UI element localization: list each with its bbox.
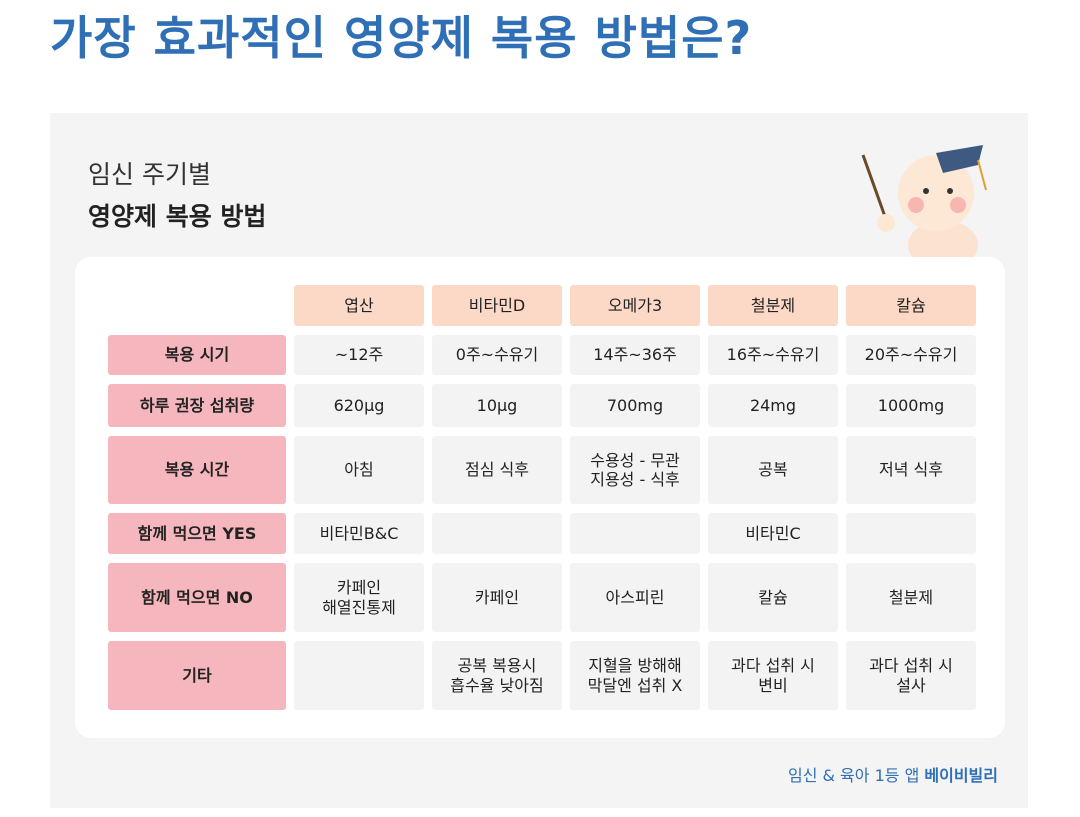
table-cell: 14주~36주: [570, 335, 700, 375]
table-cell: 0주~수유기: [432, 335, 562, 375]
table-cell: [846, 513, 976, 554]
table-cell: 지혈을 방해해 막달엔 섭취 X: [570, 641, 700, 710]
card: 임신 주기별 영양제 복용 방법 엽산 비타민D 오메가3 철분제 칼슘 복용 시기 ~12…: [50, 113, 1028, 808]
table-cell: 16주~수유기: [708, 335, 838, 375]
baby-illustration: [861, 145, 987, 265]
table: 엽산 비타민D 오메가3 철분제 칼슘 복용 시기 ~12주 0주~수유기 14주~36주 16주…: [108, 285, 976, 710]
row-label: 복용 시기: [108, 335, 286, 375]
table-cell: 칼슘: [708, 563, 838, 632]
table-cell: 620μg: [294, 384, 424, 427]
row-label: 하루 권장 섭취량: [108, 384, 286, 427]
footer-text: 임신 & 육아 1등 앱: [787, 766, 920, 785]
table-cell: 점심 식후: [432, 436, 562, 504]
table-panel: 엽산 비타민D 오메가3 철분제 칼슘 복용 시기 ~12주 0주~수유기 14주~36주 16주…: [75, 257, 1005, 738]
table-cell: 비타민C: [708, 513, 838, 554]
column-header: 비타민D: [432, 285, 562, 326]
row-label: 함께 먹으면 YES: [108, 513, 286, 554]
table-cell: 과다 섭취 시 변비: [708, 641, 838, 710]
column-header: 철분제: [708, 285, 838, 326]
corner: [108, 285, 286, 326]
table-cell: 공복 복용시 흡수율 낮아짐: [432, 641, 562, 710]
heading: 영양제 복용 방법: [88, 202, 267, 231]
table-cell: ~12주: [294, 335, 424, 375]
table-cell: 철분제: [846, 563, 976, 632]
row-label: 함께 먹으면 NO: [108, 563, 286, 632]
table-cell: [432, 513, 562, 554]
table-cell: [570, 513, 700, 554]
row-label: 기타: [108, 641, 286, 710]
title: 가장 효과적인 영양제 복용 방법은?: [50, 11, 753, 65]
table-cell: 10μg: [432, 384, 562, 427]
table-cell: 카페인 해열진통제: [294, 563, 424, 632]
footer: 임신 & 육아 1등 앱 베이비빌리: [788, 762, 998, 786]
table-cell: 과다 섭취 시 설사: [846, 641, 976, 710]
table-cell: [294, 641, 424, 710]
subtitle: 임신 주기별: [88, 160, 211, 189]
column-header: 엽산: [294, 285, 424, 326]
brand: 베이비빌리: [924, 766, 998, 785]
column-header: 칼슘: [846, 285, 976, 326]
table-cell: 저녁 식후: [846, 436, 976, 504]
row-label: 복용 시간: [108, 436, 286, 504]
table-cell: 700mg: [570, 384, 700, 427]
column-header: 오메가3: [570, 285, 700, 326]
table-cell: 1000mg: [846, 384, 976, 427]
table-cell: 24mg: [708, 384, 838, 427]
table-cell: 아침: [294, 436, 424, 504]
table-cell: 비타민B&C: [294, 513, 424, 554]
table-cell: 공복: [708, 436, 838, 504]
table-cell: 수용성 - 무관 지용성 - 식후: [570, 436, 700, 504]
table-cell: 20주~수유기: [846, 335, 976, 375]
table-cell: 카페인: [432, 563, 562, 632]
table-cell: 아스피린: [570, 563, 700, 632]
